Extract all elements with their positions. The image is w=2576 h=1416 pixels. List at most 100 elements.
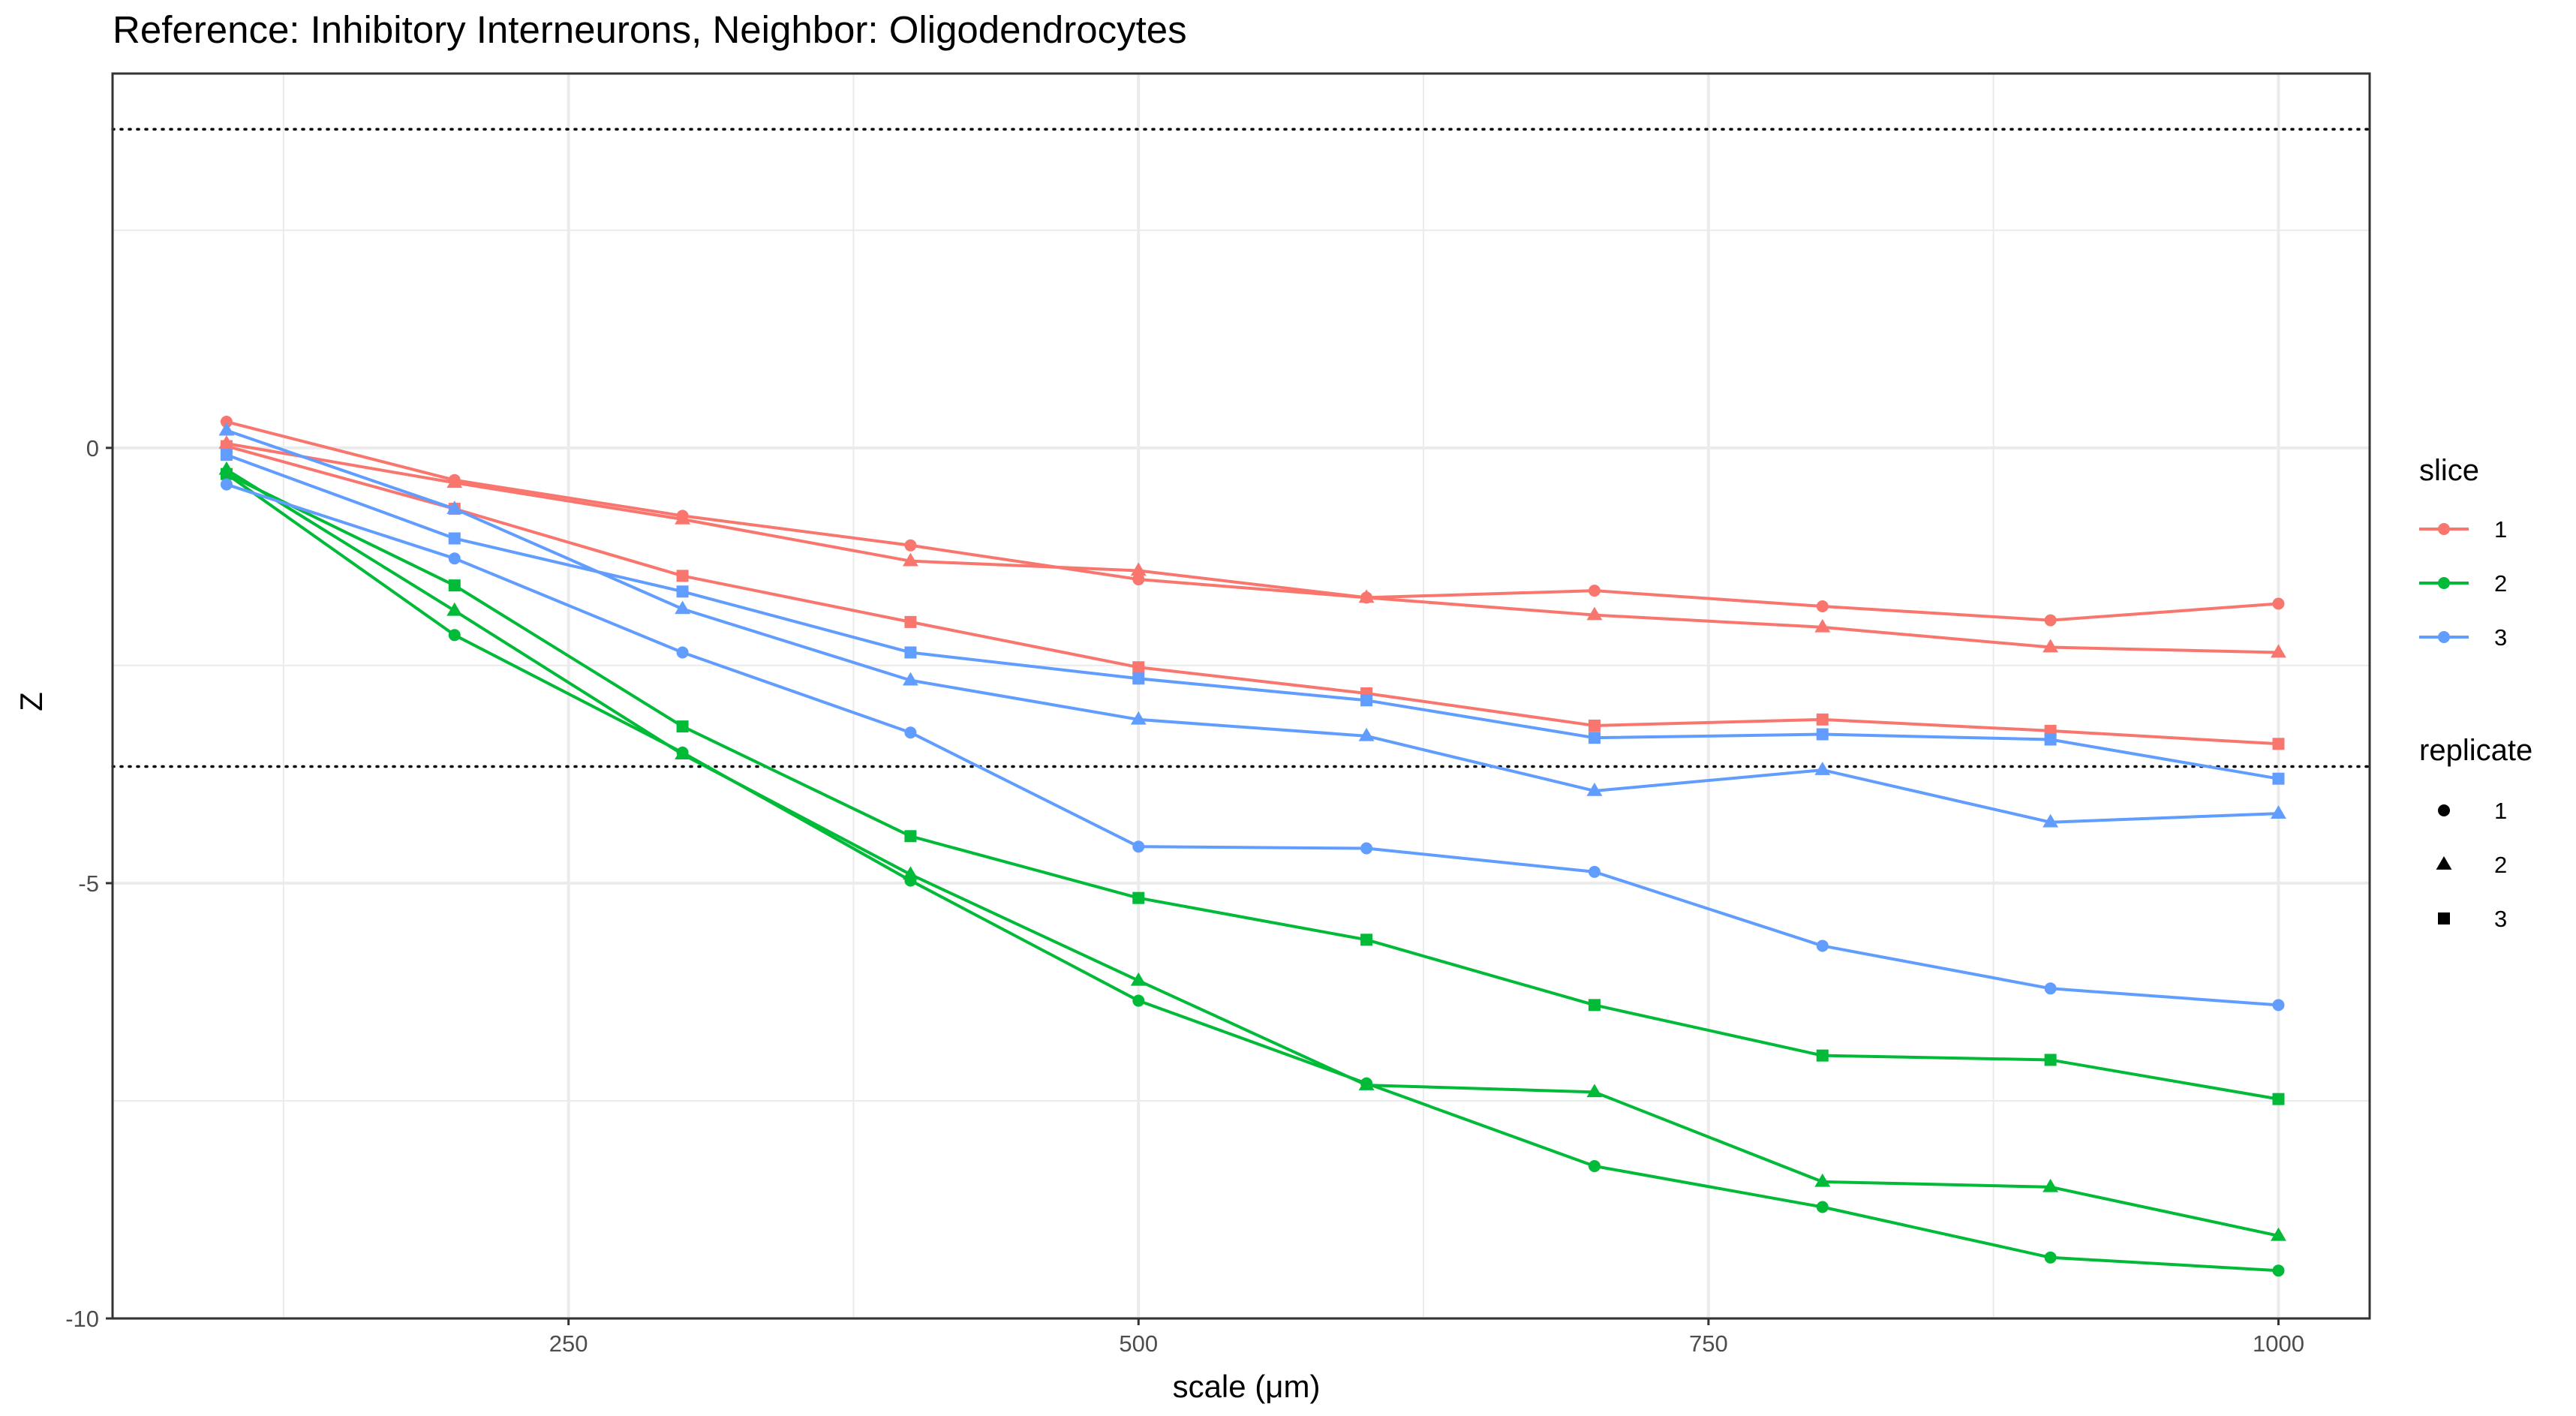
data-point — [1588, 719, 1601, 732]
data-point — [1132, 661, 1145, 674]
y-axis-ticks: 0 -5 -10 — [65, 435, 113, 1332]
data-point — [1814, 762, 1831, 775]
data-point — [1816, 1201, 1829, 1213]
data-point — [220, 449, 233, 461]
data-point — [220, 467, 233, 480]
data-point — [1132, 840, 1145, 853]
series-line — [226, 453, 2279, 780]
data-point — [1586, 1084, 1603, 1098]
data-point — [1132, 891, 1145, 904]
data-point — [1588, 1159, 1601, 1172]
data-point — [2044, 982, 2057, 995]
data-point — [2272, 772, 2285, 785]
series-slice-2-replicate-3 — [220, 467, 2285, 1105]
data-point — [904, 615, 917, 628]
data-point — [2272, 1093, 2285, 1105]
legend-item-replicate-1: 1 — [2438, 798, 2507, 824]
data-point — [1816, 1049, 1829, 1062]
data-point — [1816, 713, 1829, 726]
data-point — [1360, 694, 1373, 707]
series-slice-1-replicate-2 — [218, 435, 2286, 658]
data-point — [446, 602, 463, 616]
data-point — [1130, 711, 1147, 725]
x-tick-label: 500 — [1119, 1330, 1158, 1357]
legend-item-slice-3: 3 — [2419, 624, 2507, 651]
x-tick-label: 250 — [549, 1330, 588, 1357]
series-layer — [218, 416, 2286, 1277]
data-point — [448, 579, 461, 592]
data-point — [2042, 639, 2059, 653]
legend-label: 1 — [2494, 798, 2507, 824]
chart-title: Reference: Inhibitory Interneurons, Neig… — [113, 8, 1187, 51]
data-point — [448, 629, 461, 642]
legend-title-slice: slice — [2419, 454, 2479, 487]
series-line — [226, 444, 2279, 746]
y-tick-label: 0 — [86, 435, 99, 461]
data-point — [1586, 606, 1603, 621]
data-point — [902, 552, 918, 567]
data-point — [1360, 933, 1373, 946]
series-line — [226, 442, 2279, 654]
data-point — [675, 600, 691, 615]
data-point — [675, 746, 691, 760]
data-point — [1814, 1173, 1831, 1187]
data-point — [1588, 865, 1601, 878]
data-point — [446, 501, 463, 514]
data-point — [2271, 805, 2286, 819]
legend-label: 1 — [2494, 516, 2507, 543]
legend-item-replicate-3: 3 — [2438, 906, 2507, 932]
data-point — [2272, 738, 2285, 750]
data-point — [1588, 585, 1601, 597]
legend-label: 3 — [2494, 624, 2507, 651]
x-axis-title: scale (μm) — [1173, 1369, 1321, 1404]
data-point — [2042, 1178, 2059, 1192]
legend-key-point — [2438, 631, 2450, 643]
series-slice-3-replicate-2 — [218, 422, 2286, 828]
data-point — [1586, 782, 1603, 796]
legend-key-shape — [2436, 856, 2452, 870]
series-line — [226, 420, 2279, 622]
data-point — [904, 539, 917, 552]
panel-frame — [111, 72, 2371, 1320]
legend: slice 1 2 3 replicate 1 2 3 — [2419, 454, 2532, 932]
legend-title-replicate: replicate — [2419, 734, 2532, 767]
data-point — [1130, 562, 1147, 576]
data-point — [1588, 999, 1601, 1012]
reference-lines — [111, 128, 2371, 768]
data-point — [1132, 672, 1145, 685]
data-point — [1358, 727, 1375, 741]
data-point — [2044, 614, 2057, 627]
series-line — [226, 483, 2279, 1007]
data-point — [2044, 1054, 2057, 1066]
data-point — [904, 830, 917, 843]
data-point — [1130, 972, 1147, 986]
data-point — [2272, 1264, 2285, 1277]
data-point — [1132, 573, 1145, 586]
data-point — [1358, 589, 1375, 603]
data-point — [1816, 600, 1829, 613]
data-point — [675, 510, 691, 525]
data-point — [676, 585, 689, 598]
data-point — [902, 672, 918, 686]
data-point — [220, 478, 233, 491]
x-tick-label: 1000 — [2253, 1330, 2304, 1357]
legend-label: 2 — [2494, 852, 2507, 878]
data-point — [904, 646, 917, 659]
y-tick-label: -5 — [78, 870, 99, 897]
x-axis-ticks: 250 500 750 1000 — [549, 1318, 2304, 1357]
data-point — [2042, 813, 2059, 828]
legend-label: 3 — [2494, 906, 2507, 932]
data-point — [676, 720, 689, 733]
data-point — [1814, 618, 1831, 633]
data-point — [1132, 994, 1145, 1007]
legend-item-replicate-2: 2 — [2436, 852, 2507, 878]
data-point — [2271, 644, 2286, 658]
series-line — [226, 428, 2279, 824]
data-point — [1816, 939, 1829, 952]
data-point — [2272, 597, 2285, 610]
data-point — [218, 422, 235, 436]
legend-item-slice-1: 1 — [2419, 516, 2507, 543]
legend-key-point — [2438, 577, 2450, 589]
legend-key-shape — [2438, 804, 2450, 816]
